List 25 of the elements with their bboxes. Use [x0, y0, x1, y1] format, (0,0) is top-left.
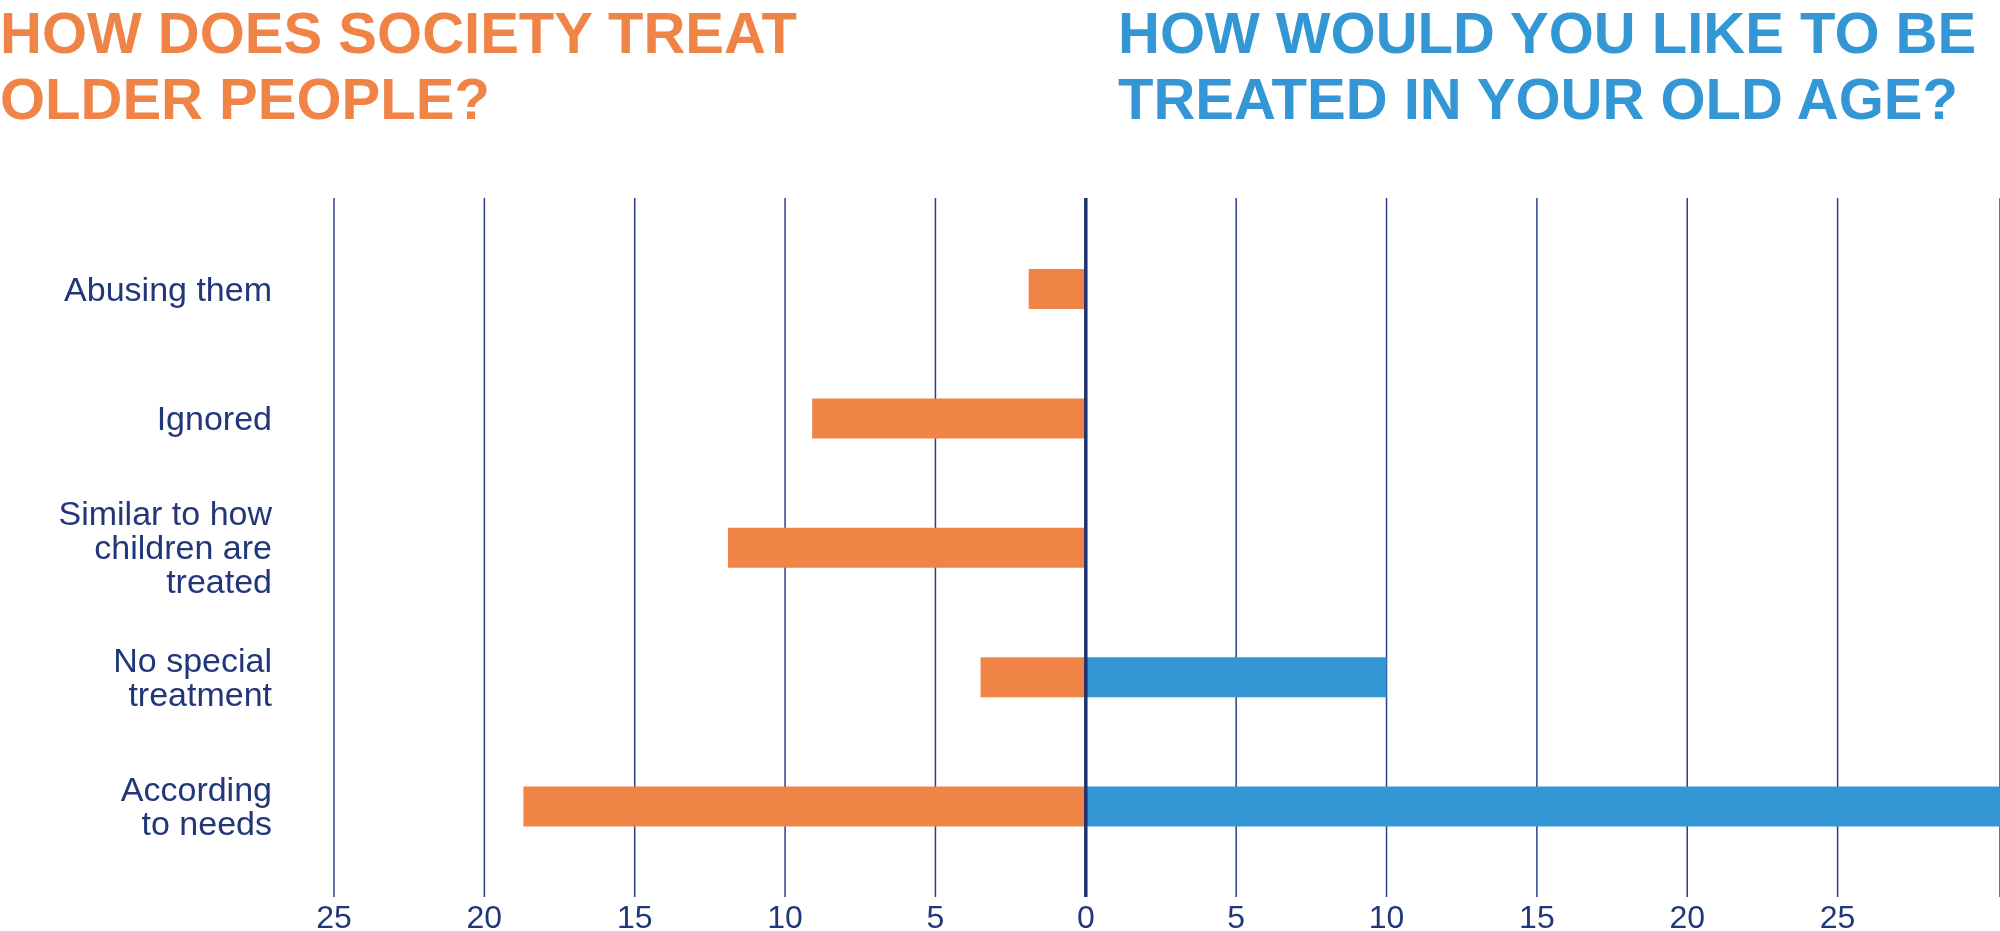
bar — [812, 398, 1086, 439]
text: HOW WOULD YOU LIKE TO BE TREATED IN YOUR OLD AGE? — [1118, 0, 1978, 132]
bar — [980, 657, 1086, 698]
y-tick-label: Abusing them — [64, 269, 272, 308]
bar — [727, 527, 1086, 568]
x-tick-label: 25 — [1819, 898, 1856, 931]
x-tick-label: 25 — [316, 898, 352, 931]
x-tick-label: 0 — [1076, 898, 1095, 931]
x-tick-label: 20 — [1669, 898, 1706, 931]
x-tick-label: 10 — [767, 898, 803, 931]
bar — [1028, 269, 1086, 309]
y-tick-label: According to needs — [120, 770, 272, 843]
x-tick-label: 15 — [616, 898, 653, 931]
x-tick-label: 10 — [1368, 898, 1405, 931]
bar — [523, 786, 1086, 827]
text: HOW DOES SOCIETY TREAT OLDER PEOPLE? — [0, 0, 799, 132]
x-tick-label: 5 — [926, 898, 945, 931]
y-tick-label: Ignored — [156, 399, 272, 437]
bar — [1085, 786, 2000, 827]
x-tick-label: 5 — [1227, 898, 1246, 931]
x-tick-label: 15 — [1519, 898, 1555, 931]
x-tick-label: 20 — [466, 898, 503, 931]
bar — [1085, 657, 1387, 698]
y-tick-label: No special treatment — [113, 640, 273, 713]
y-tick-label: Similar to how children are treated — [58, 494, 273, 601]
